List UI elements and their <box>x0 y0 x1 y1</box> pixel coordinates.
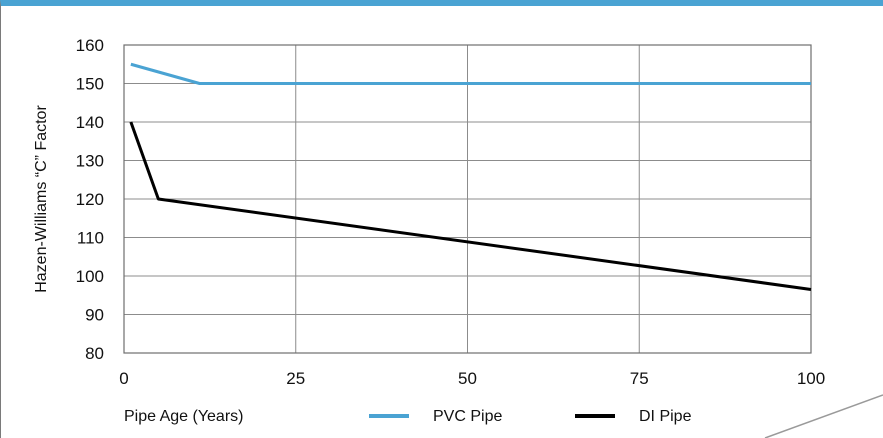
series-line-di-pipe <box>129 121 812 291</box>
y-axis-title: Hazen-Williams “C” Factor <box>33 105 50 293</box>
legend-label-di-pipe: DI Pipe <box>639 408 692 425</box>
x-tick-label: 0 <box>119 369 128 388</box>
series-lines <box>129 62 812 291</box>
plot-area-border <box>123 44 812 354</box>
series-line-pvc-pipe <box>130 62 811 85</box>
corner-decoration-line <box>764 394 883 438</box>
legend: PVC Pipe DI Pipe <box>369 408 692 425</box>
y-tick-label: 90 <box>85 306 104 325</box>
x-axis-title: Pipe Age (Years) <box>124 408 243 425</box>
x-tick-label: 75 <box>630 369 649 388</box>
y-tick-label: 150 <box>76 75 104 94</box>
y-tick-label: 80 <box>85 344 104 363</box>
x-tick-label: 50 <box>458 369 477 388</box>
y-tick-labels: 80 90 100 110 120 130 140 150 160 <box>76 36 104 363</box>
y-tick-label: 110 <box>77 229 104 248</box>
y-tick-label: 130 <box>76 152 104 171</box>
y-tick-label: 100 <box>76 267 104 286</box>
x-tick-label: 100 <box>797 369 825 388</box>
legend-label-pvc-pipe: PVC Pipe <box>433 408 502 425</box>
y-tick-label: 140 <box>76 113 104 132</box>
x-tick-label: 25 <box>286 369 305 388</box>
x-tick-labels: 0 25 50 75 100 <box>119 369 825 388</box>
y-tick-label: 120 <box>76 190 104 209</box>
axes <box>123 44 812 354</box>
y-tick-label: 160 <box>76 36 104 55</box>
grid-lines <box>123 44 812 354</box>
